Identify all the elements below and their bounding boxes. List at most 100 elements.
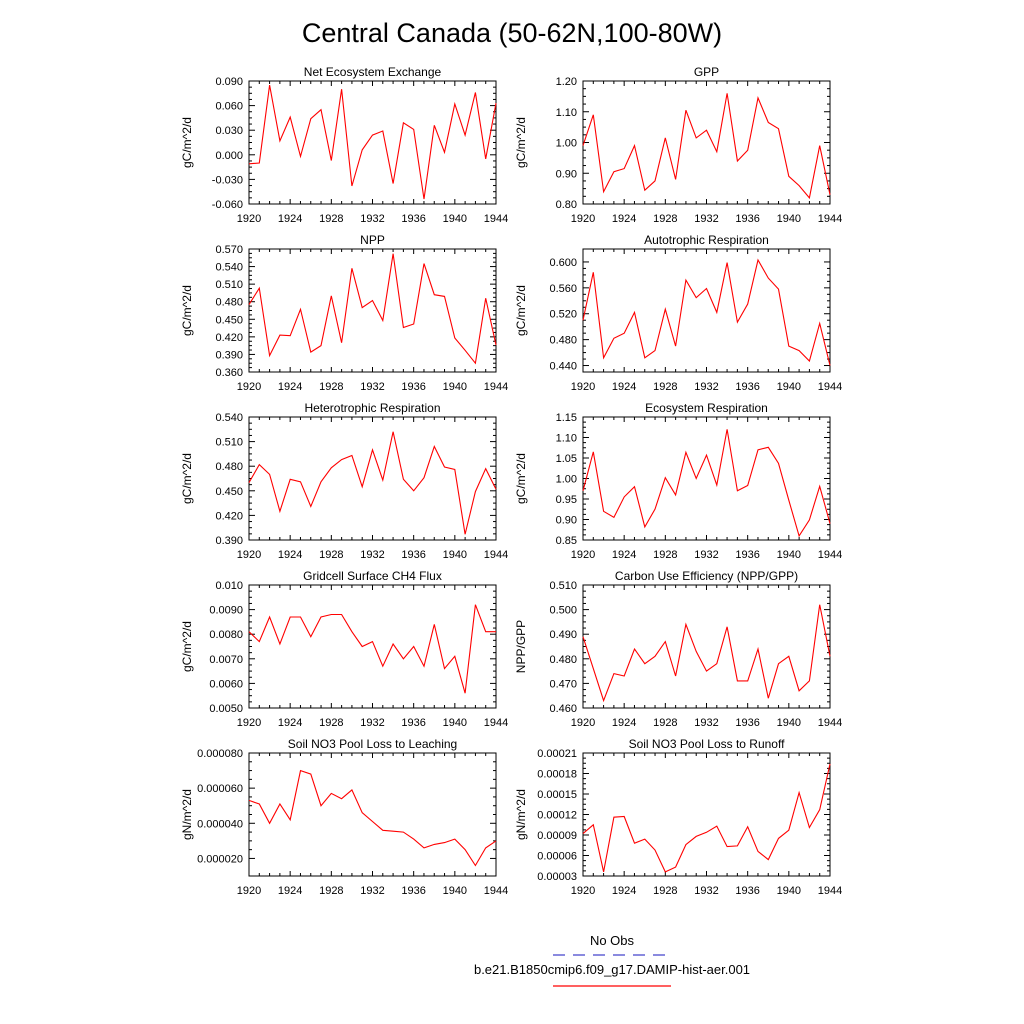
series-line [248,431,497,535]
y-tick-label: 0.390 [215,349,243,361]
y-tick-label: 0.570 [215,244,243,256]
y-axis-label: NPP/GPP [514,620,528,673]
x-tick-label: 1936 [735,213,759,225]
x-tick-label: 1932 [360,885,384,897]
y-axis-label: gC/m^2/d [514,285,528,336]
y-tick-label: 0.440 [549,361,577,373]
y-tick-label: 0.450 [215,486,243,498]
x-tick-label: 1932 [694,381,718,393]
y-tick-label: 0.00021 [537,748,577,760]
legend-obs-label: No Obs [590,933,635,948]
y-tick-label: 0.480 [215,461,243,473]
x-tick-label: 1928 [319,549,343,561]
y-tick-label: 0.360 [215,367,243,379]
x-tick-label: 1924 [612,549,636,561]
y-axis-label: gC/m^2/d [514,117,528,168]
x-tick-label: 1940 [777,885,801,897]
plot-frame [582,80,831,205]
x-tick-label: 1940 [443,885,467,897]
y-tick-label: 0.80 [556,199,577,211]
chart-panel-3: NPP 1920 1924 1928 1932 1936 1940 1944 0.570 0.54… [180,233,508,393]
x-tick-label: 1920 [571,213,595,225]
y-tick-label: 1.15 [556,412,577,424]
y-tick-label: 0.560 [549,283,577,295]
chart-panel-6: Ecosystem Respiration 1920 1924 1928 1932 193… [514,401,842,561]
x-tick-label: 1920 [571,717,595,729]
x-tick-label: 1928 [319,885,343,897]
panel-title: Carbon Use Efficiency (NPP/GPP) [615,569,798,583]
y-tick-label: 1.05 [556,453,577,465]
x-tick-label: 1940 [777,717,801,729]
y-tick-label: 0.00015 [537,789,577,801]
y-tick-label: 0.420 [215,332,243,344]
y-tick-label: 1.10 [556,433,577,445]
x-tick-label: 1936 [401,213,425,225]
y-tick-label: 0.540 [215,262,243,274]
x-tick-label: 1932 [360,381,384,393]
x-tick-label: 1940 [443,549,467,561]
x-tick-label: 1928 [653,381,677,393]
y-tick-label: 0.540 [215,412,243,424]
y-tick-label: 0.85 [556,535,577,547]
plot-frame [248,416,497,541]
y-tick-label: 0.480 [549,654,577,666]
x-tick-label: 1920 [237,549,261,561]
x-tick-label: 1940 [443,381,467,393]
x-tick-label: 1924 [278,549,302,561]
x-tick-label: 1940 [777,213,801,225]
x-tick-label: 1924 [278,885,302,897]
x-tick-label: 1944 [484,549,508,561]
plot-frame [248,584,497,709]
panel-title: Gridcell Surface CH4 Flux [303,569,442,583]
series-line [248,85,497,200]
y-tick-label: 0.060 [215,101,243,113]
y-tick-label: 0.90 [556,168,577,180]
chart-panel-9: Soil NO3 Pool Loss to Leaching 1920 1924 19… [180,737,508,897]
y-tick-label: 0.00018 [537,769,577,781]
plot-frame [248,752,497,877]
y-tick-label: 0.510 [549,580,577,592]
x-tick-label: 1944 [818,381,842,393]
y-axis-label: gC/m^2/d [180,117,194,168]
x-tick-label: 1944 [818,717,842,729]
chart-panel-10: Soil NO3 Pool Loss to Runoff 1920 1924 1928… [514,737,842,897]
x-tick-label: 1936 [401,885,425,897]
y-tick-label: 1.00 [556,138,577,150]
x-tick-label: 1924 [612,213,636,225]
panel-title: Ecosystem Respiration [645,401,768,415]
x-tick-label: 1928 [653,885,677,897]
y-tick-label: 0.500 [549,605,577,617]
x-tick-label: 1932 [360,549,384,561]
x-tick-label: 1924 [612,381,636,393]
plot-frame [248,80,497,205]
panel-title: GPP [694,65,719,79]
plot-frame [582,416,831,541]
y-tick-label: 1.20 [556,76,577,88]
y-tick-label: 0.000060 [197,783,243,795]
y-tick-label: 0.480 [549,335,577,347]
y-tick-label: 0.95 [556,494,577,506]
y-axis-label: gC/m^2/d [180,453,194,504]
x-tick-label: 1924 [278,213,302,225]
y-tick-label: 1.00 [556,474,577,486]
x-tick-label: 1920 [237,213,261,225]
y-tick-label: 0.0050 [209,703,243,715]
panel-title: Autotrophic Respiration [644,233,769,247]
chart-panel-7: Gridcell Surface CH4 Flux 1920 1924 1928 193… [180,569,508,729]
panel-grid: Net Ecosystem Exchange 1920 1924 1928 1932 19… [180,65,842,897]
chart-panel-8: Carbon Use Efficiency (NPP/GPP) 1920 1924 1… [514,569,842,729]
y-tick-label: 1.10 [556,107,577,119]
x-tick-label: 1920 [237,885,261,897]
plot-frame [582,584,831,709]
x-tick-label: 1944 [484,381,508,393]
y-tick-label: -0.060 [212,199,243,211]
series-line [582,258,831,366]
y-tick-label: 0.490 [549,629,577,641]
plot-frame [248,248,497,373]
y-axis-label: gC/m^2/d [180,285,194,336]
x-tick-label: 1928 [653,717,677,729]
y-tick-label: 0.090 [215,76,243,88]
y-tick-label: 0.470 [549,678,577,690]
chart-panel-4: Autotrophic Respiration 1920 1924 1928 1932 1… [514,233,842,393]
x-tick-label: 1932 [694,885,718,897]
